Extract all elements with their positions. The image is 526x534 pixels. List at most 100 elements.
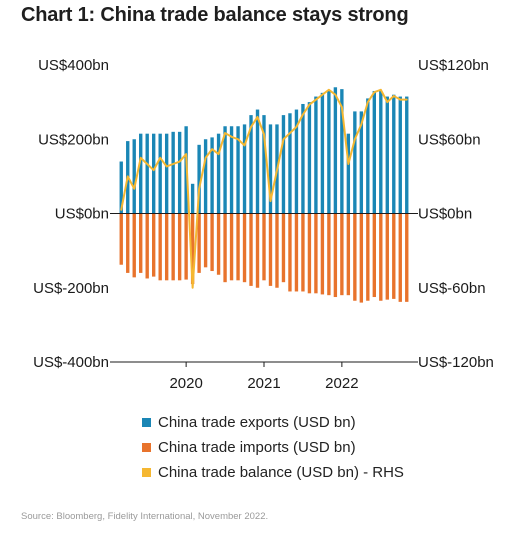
tick-labels: US$400bn US$200bn US$0bn US$-200bn US$-400bn…: [33, 57, 494, 392]
import-bar: [275, 213, 279, 288]
export-bar: [152, 133, 156, 214]
source-note: Source: Bloomberg, Fidelity Internationa…: [21, 511, 269, 522]
export-bar: [359, 111, 364, 214]
balance-point: [328, 89, 330, 91]
legend: China trade exports (USD bn) China trade…: [142, 410, 404, 485]
export-bar: [320, 92, 325, 214]
balance-point: [140, 157, 142, 159]
y-tick-label-left: US$-400bn: [33, 354, 109, 371]
import-bar: [392, 213, 396, 299]
import-bar: [294, 213, 299, 292]
import-bar: [385, 213, 389, 300]
balance-point: [133, 188, 135, 190]
export-bar: [398, 96, 402, 214]
export-bar: [392, 94, 396, 214]
y-tick-label-right: US$120bn: [418, 57, 489, 74]
balance-point: [179, 160, 181, 163]
legend-item-imports: China trade imports (USD bn): [142, 435, 404, 460]
export-bar: [223, 126, 227, 214]
balance-line-group: [120, 88, 408, 289]
import-bar: [119, 213, 123, 265]
balance-point: [315, 99, 317, 101]
y-tick-label-left: US$400bn: [38, 57, 109, 74]
y-tick-label-right: US$-60bn: [418, 280, 486, 297]
balance-point: [153, 169, 155, 171]
balance-point: [367, 101, 369, 103]
y-tick-label-right: US$-120bn: [418, 354, 494, 371]
import-bar: [372, 213, 376, 298]
export-bar: [385, 96, 389, 214]
export-bar: [379, 90, 383, 214]
balance-point: [159, 157, 161, 159]
import-bar: [145, 213, 149, 279]
balance-point: [198, 188, 200, 190]
y-tick-label-left: US$200bn: [38, 131, 109, 148]
y-tick-label-left: US$0bn: [55, 206, 109, 223]
export-bar: [210, 137, 214, 214]
export-bar: [132, 139, 136, 214]
import-bar: [379, 213, 383, 301]
balance-point: [373, 91, 375, 93]
balance-point: [295, 126, 298, 128]
y-tick-label-right: US$0bn: [418, 206, 472, 223]
export-bar: [327, 90, 331, 214]
balance-point: [230, 136, 233, 138]
import-bar: [197, 213, 201, 273]
import-bar: [223, 213, 227, 283]
balance-point: [354, 138, 356, 140]
export-bar: [307, 102, 312, 214]
balance-point: [211, 148, 213, 150]
balance-point: [205, 157, 207, 159]
balance-point: [217, 153, 220, 155]
balance-point: [224, 132, 226, 134]
balance-point: [406, 99, 408, 101]
legend-swatch-balance: [142, 468, 151, 477]
balance-point: [185, 153, 187, 155]
export-bar: [405, 96, 409, 214]
import-bar: [139, 213, 143, 273]
export-bar: [164, 133, 169, 214]
import-bar: [236, 213, 240, 281]
export-bar: [242, 124, 247, 214]
balance-point: [250, 126, 252, 128]
export-bar: [216, 133, 221, 214]
exports-bars: [119, 87, 409, 214]
balance-point: [289, 132, 291, 134]
balance-point: [399, 99, 401, 101]
balance-point: [302, 113, 304, 116]
export-bar: [268, 124, 273, 214]
export-bar: [139, 133, 143, 214]
balance-point: [120, 209, 122, 211]
export-bar: [190, 183, 195, 214]
export-bar: [346, 133, 351, 214]
export-bar: [203, 139, 208, 214]
legend-item-balance: China trade balance (USD bn) - RHS: [142, 460, 404, 485]
import-bar: [366, 213, 370, 301]
y-tick-label-right: US$60bn: [418, 131, 481, 148]
legend-swatch-exports: [142, 418, 151, 427]
balance-point: [360, 123, 362, 125]
export-bar: [145, 133, 149, 214]
export-bar: [372, 90, 376, 214]
export-bar: [197, 144, 201, 214]
import-bar: [288, 213, 292, 292]
import-bar: [320, 213, 325, 295]
legend-item-exports: China trade exports (USD bn): [142, 410, 404, 435]
import-bar: [164, 213, 169, 281]
import-bar: [158, 213, 162, 281]
export-bar: [229, 126, 234, 214]
balance-point: [243, 144, 246, 147]
balance-point: [276, 169, 278, 171]
export-bar: [236, 126, 240, 214]
import-bar: [353, 213, 357, 301]
import-bar: [184, 213, 188, 280]
import-bar: [307, 213, 312, 294]
import-bar: [171, 213, 175, 281]
import-bar: [177, 213, 182, 281]
legend-label-imports: China trade imports (USD bn): [158, 439, 356, 456]
balance-point: [166, 165, 168, 168]
import-bar: [229, 213, 234, 281]
import-bar: [346, 213, 351, 296]
balance-point: [172, 163, 174, 165]
chart-title: Chart 1: China trade balance stays stron…: [21, 4, 409, 26]
